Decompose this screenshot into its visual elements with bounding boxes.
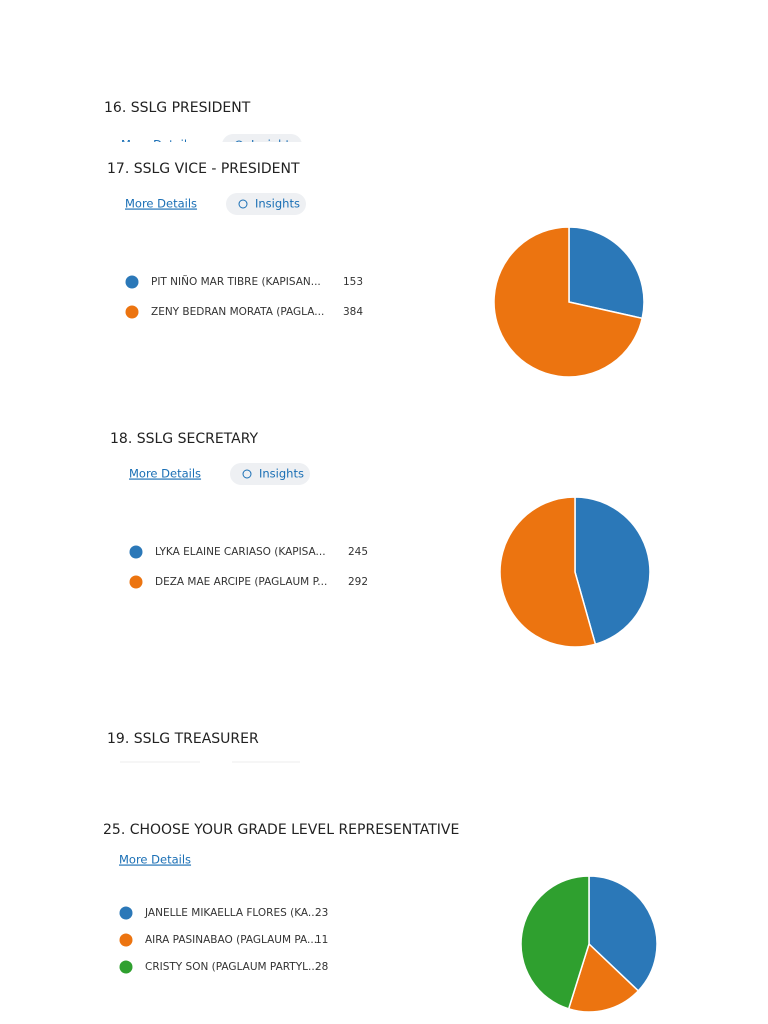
insights-pill (222, 134, 302, 142)
legend-label: DEZA MAE ARCIPE (PAGLAUM P... (155, 576, 327, 588)
more-details-link[interactable]: More Details (125, 197, 197, 211)
more-details-link[interactable]: More Details (119, 853, 191, 867)
legend-value: 245 (348, 546, 368, 558)
legend-dot (129, 575, 143, 589)
question-links: More Details Insights (125, 193, 306, 215)
question-title: 19. SSLG TREASURER (107, 731, 259, 747)
legend-dot (119, 960, 133, 974)
legend-dot (125, 305, 139, 319)
legend-value: 28 (315, 961, 328, 973)
insights-label: Insights (259, 467, 304, 481)
legend-value: 23 (315, 907, 328, 919)
question-title: 18. SSLG SECRETARY (110, 431, 259, 447)
legend-dot (125, 275, 139, 289)
question-title: 16. SSLG PRESIDENT (104, 100, 251, 116)
legend-label: JANELLE MIKAELLA FLORES (KA... (144, 907, 318, 919)
legend-label: LYKA ELAINE CARIASO (KAPISA... (155, 546, 326, 558)
legend-dot (119, 906, 133, 920)
legend-value: 11 (315, 934, 328, 946)
pie-slice (574, 496, 651, 646)
pie-slice (520, 875, 590, 1010)
pie-slice (568, 226, 645, 320)
insights-icon (235, 140, 243, 142)
insights-icon (238, 199, 248, 209)
question-links: More Details (119, 853, 191, 867)
insights-pill (230, 463, 310, 485)
pie-slice (567, 942, 640, 1013)
legend-label: ZENY BEDRAN MORATA (PAGLA... (151, 306, 324, 318)
legend-value: 384 (343, 306, 363, 318)
question-title: 25. CHOOSE YOUR GRADE LEVEL REPRESENTATI… (103, 822, 459, 838)
insights-button[interactable]: Insights (230, 463, 310, 485)
legend-label: PIT NIÑO MAR TIBRE (KAPISAN... (151, 275, 321, 288)
legend-label: CRISTY SON (PAGLAUM PARTYL... (145, 961, 318, 973)
insights-label: Insights (251, 138, 296, 152)
more-details-link[interactable]: More Details (129, 467, 201, 481)
insights-button[interactable]: Insights (222, 134, 302, 156)
insights-label: Insights (255, 197, 300, 211)
legend-value: 292 (348, 576, 368, 588)
legend-dot (129, 545, 143, 559)
question-title: 17. SSLG VICE - PRESIDENT (107, 161, 300, 177)
pie-slice (588, 875, 658, 992)
question-links: More Details Insights (121, 134, 302, 156)
question-links: More Details Insights (129, 463, 310, 485)
more-details-link[interactable]: More Details (121, 138, 193, 152)
insights-icon (242, 469, 252, 479)
legend-label: AIRA PASINABAO (PAGLAUM PA... (145, 934, 317, 946)
legend-value: 153 (343, 276, 363, 288)
legend-dot (119, 933, 133, 947)
insights-pill (226, 193, 306, 215)
pie-slice (499, 496, 597, 648)
insights-button[interactable]: Insights (226, 193, 306, 215)
pie-slice (493, 226, 644, 378)
